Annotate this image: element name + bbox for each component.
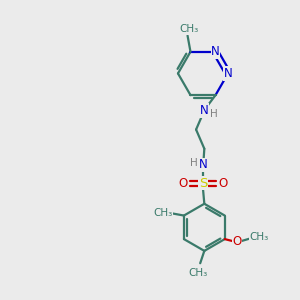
Text: CH₃: CH₃: [154, 208, 173, 218]
Text: CH₃: CH₃: [249, 232, 268, 242]
Text: N: N: [211, 45, 220, 58]
Text: O: O: [178, 177, 187, 190]
Text: N: N: [200, 104, 209, 117]
Text: O: O: [218, 177, 228, 190]
Text: CH₃: CH₃: [188, 268, 208, 278]
Text: S: S: [199, 177, 207, 190]
Text: O: O: [232, 235, 242, 248]
Text: N: N: [224, 67, 233, 80]
Text: N: N: [199, 158, 207, 171]
Text: CH₃: CH₃: [179, 24, 199, 34]
Text: H: H: [210, 109, 218, 119]
Text: H: H: [190, 158, 197, 168]
